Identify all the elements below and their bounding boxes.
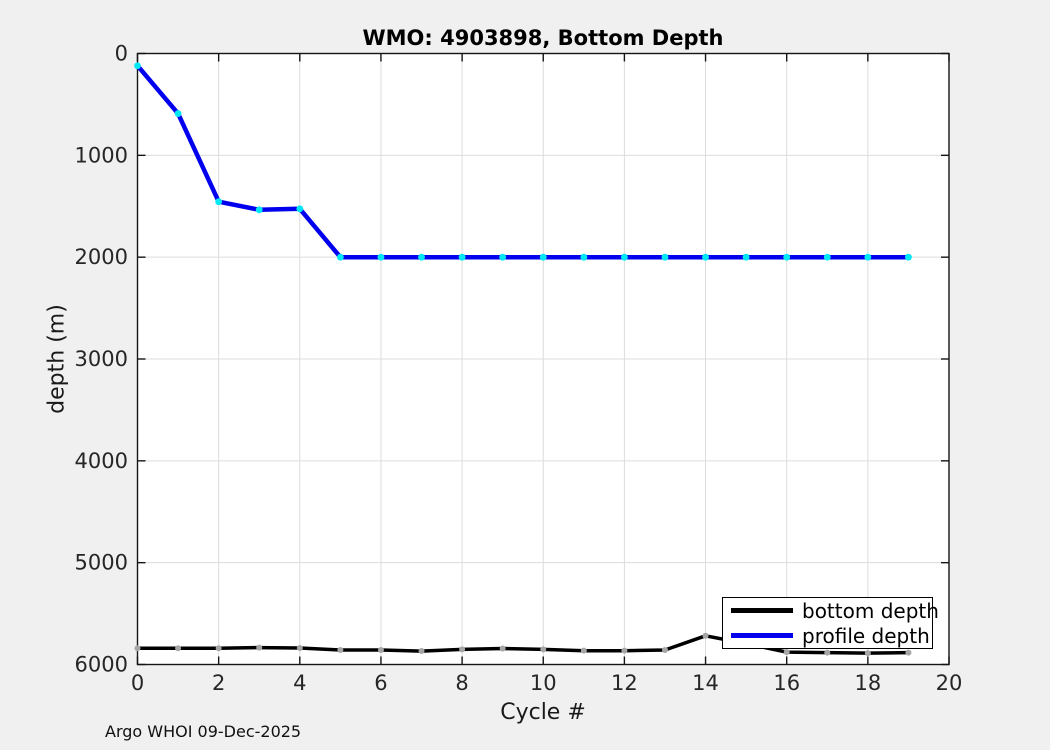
y-tick-label: 4000 [75, 449, 128, 473]
x-tick-label: 18 [854, 671, 881, 695]
x-tick-label: 14 [692, 671, 719, 695]
marker-profile-depth [215, 198, 223, 206]
marker-profile-depth [905, 253, 912, 261]
legend: bottom depth profile depth [722, 597, 939, 649]
marker-bottom-depth [175, 645, 182, 652]
marker-bottom-depth [661, 647, 668, 654]
y-tick-label: 6000 [75, 653, 128, 677]
series-line-bottom-depth [137, 634, 909, 655]
marker-profile-depth [621, 253, 628, 261]
legend-item-profile-depth: profile depth [723, 623, 932, 648]
marker-bottom-depth [499, 645, 506, 652]
legend-line-sample-black [731, 608, 793, 613]
x-tick-label: 8 [455, 671, 468, 695]
marker-profile-depth [458, 253, 466, 261]
y-axis-label: depth (m) [44, 304, 70, 414]
marker-profile-depth [174, 110, 182, 117]
legend-label: profile depth [802, 623, 930, 648]
x-tick-label: 4 [293, 671, 306, 695]
marker-profile-depth [296, 205, 304, 213]
y-tick-label: 1000 [75, 143, 128, 167]
marker-profile-depth [255, 206, 263, 214]
marker-profile-depth [377, 253, 385, 261]
marker-bottom-depth [580, 647, 587, 654]
marker-profile-depth [418, 253, 425, 261]
marker-bottom-depth [256, 644, 263, 651]
series-line-profile-depth [135, 64, 909, 260]
chart-title: WMO: 4903898, Bottom Depth [362, 26, 724, 50]
marker-bottom-depth [337, 647, 344, 654]
marker-profile-depth [823, 253, 831, 261]
y-tick-label: 3000 [75, 347, 128, 371]
x-tick-label: 6 [374, 671, 387, 695]
marker-profile-depth [783, 253, 791, 261]
marker-profile-depth [864, 253, 872, 261]
y-tick-label: 2000 [75, 245, 128, 269]
marker-bottom-depth [215, 645, 222, 652]
x-tick-label: 12 [611, 671, 638, 695]
marker-bottom-depth [134, 645, 141, 652]
marker-bottom-depth [621, 647, 628, 654]
marker-bottom-depth [824, 649, 831, 656]
x-axis-label: Cycle # [500, 700, 586, 725]
marker-bottom-depth [905, 649, 912, 656]
marker-bottom-depth [296, 645, 303, 652]
marker-profile-depth [539, 253, 547, 261]
marker-profile-depth [134, 62, 141, 70]
x-tick-label: 10 [530, 671, 557, 695]
marker-profile-depth [702, 253, 709, 261]
y-tick-label: 5000 [75, 551, 128, 575]
x-tick-label: 0 [131, 671, 144, 695]
footer-annotation: Argo WHOI 09-Dec-2025 [105, 722, 302, 741]
legend-label: bottom depth [802, 598, 939, 623]
x-tick-label: 2 [212, 671, 225, 695]
marker-bottom-depth [459, 646, 466, 653]
marker-bottom-depth [540, 646, 547, 653]
marker-profile-depth [499, 253, 507, 261]
marker-bottom-depth [418, 648, 425, 655]
marker-bottom-depth [377, 647, 384, 654]
legend-item-bottom-depth: bottom depth [723, 598, 939, 623]
x-tick-label: 20 [936, 671, 963, 695]
marker-profile-depth [742, 253, 750, 261]
marker-bottom-depth [783, 649, 790, 656]
marker-bottom-depth [864, 650, 871, 657]
marker-profile-depth [580, 253, 588, 261]
legend-line-sample-blue [731, 633, 793, 638]
y-tick-label: 0 [115, 42, 128, 66]
marker-bottom-depth [702, 632, 709, 639]
marker-profile-depth [661, 253, 669, 261]
x-tick-label: 16 [773, 671, 800, 695]
marker-profile-depth [336, 253, 344, 261]
